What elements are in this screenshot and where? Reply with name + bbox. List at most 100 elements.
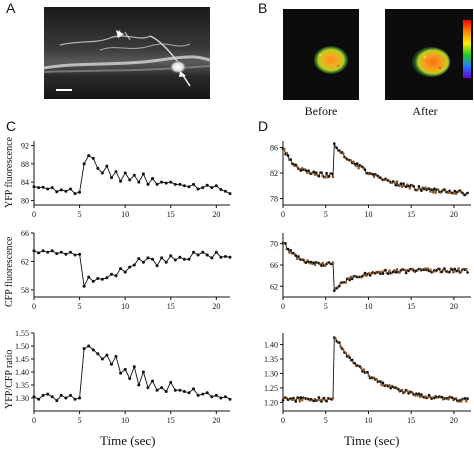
data-point-4-133 xyxy=(452,271,455,274)
data-point-3-40 xyxy=(333,142,336,145)
ylabel-cfp: CFP fluorescence xyxy=(4,236,15,307)
x-tick-label-5-4: 20 xyxy=(450,416,458,425)
data-point-1-29 xyxy=(164,260,168,264)
data-point-4-64 xyxy=(363,271,367,275)
y-tick-label-4-2: 70 xyxy=(270,240,278,249)
data-point-2-9 xyxy=(73,397,77,401)
data-point-5-32 xyxy=(322,396,326,400)
data-point-2-39 xyxy=(210,395,214,399)
data-point-5-45 xyxy=(339,345,343,348)
data-point-1-3 xyxy=(46,250,50,254)
y-tick-label-5-4: 1.40 xyxy=(264,341,278,350)
data-point-3-59 xyxy=(357,166,360,170)
data-point-1-36 xyxy=(196,253,200,257)
data-point-0-18 xyxy=(114,170,118,174)
data-point-1-41 xyxy=(219,255,223,259)
data-point-2-1 xyxy=(37,397,41,401)
data-point-3-102 xyxy=(412,185,416,188)
data-point-2-14 xyxy=(96,352,100,356)
data-point-3-96 xyxy=(404,185,408,189)
data-point-3-20 xyxy=(307,169,310,172)
data-point-1-17 xyxy=(110,272,113,276)
x-tick-label-4-2: 10 xyxy=(364,302,372,311)
data-point-4-33 xyxy=(324,264,327,268)
data-point-5-54 xyxy=(350,358,354,362)
data-point-3-93 xyxy=(400,185,404,188)
data-point-2-33 xyxy=(182,390,186,393)
data-point-2-22 xyxy=(132,365,136,369)
data-point-3-44 xyxy=(338,149,341,152)
data-point-5-13 xyxy=(298,399,302,403)
data-point-0-35 xyxy=(192,182,195,186)
data-point-3-14 xyxy=(299,169,303,172)
data-point-1-4 xyxy=(50,249,54,253)
data-point-3-3 xyxy=(285,151,289,155)
data-point-0-0 xyxy=(32,185,36,189)
data-point-5-12 xyxy=(297,396,300,400)
data-point-0-27 xyxy=(155,182,159,186)
data-point-0-40 xyxy=(214,184,218,188)
data-point-5-84 xyxy=(389,386,393,390)
x-tick-label-4-1: 5 xyxy=(324,302,328,311)
data-point-2-37 xyxy=(201,392,205,396)
data-point-2-19 xyxy=(119,371,123,375)
data-point-5-83 xyxy=(388,384,391,387)
data-point-4-4 xyxy=(286,247,290,251)
data-point-4-143 xyxy=(465,267,468,271)
x-tick-label-0-2: 10 xyxy=(121,210,129,219)
data-point-2-26 xyxy=(151,379,154,383)
data-point-2-36 xyxy=(196,393,200,397)
data-point-2-27 xyxy=(155,388,159,392)
data-point-5-97 xyxy=(406,389,409,393)
data-point-5-51 xyxy=(347,354,350,357)
data-point-5-73 xyxy=(375,377,378,381)
data-point-3-53 xyxy=(349,159,353,162)
data-point-3-33 xyxy=(324,176,327,179)
data-point-4-52 xyxy=(348,278,352,282)
y-tick-label-0-0: 80 xyxy=(21,196,29,205)
series-line-4 xyxy=(282,242,469,293)
data-point-5-90 xyxy=(397,388,400,391)
x-tick-label-5-1: 5 xyxy=(324,416,328,425)
data-point-3-42 xyxy=(335,146,339,150)
data-point-3-89 xyxy=(395,180,399,183)
data-point-1-32 xyxy=(178,255,182,259)
data-point-5-98 xyxy=(407,392,410,395)
data-point-4-54 xyxy=(350,277,354,281)
data-point-2-30 xyxy=(169,380,173,384)
data-point-5-129 xyxy=(447,397,450,401)
data-point-1-8 xyxy=(69,250,72,254)
data-point-4-2 xyxy=(284,242,287,245)
data-point-4-24 xyxy=(312,261,316,265)
data-point-2-0 xyxy=(32,395,36,399)
data-point-1-27 xyxy=(155,264,159,268)
data-point-5-34 xyxy=(325,399,328,403)
y-tick-label-5-1: 1.25 xyxy=(264,384,278,393)
data-point-2-28 xyxy=(160,386,164,390)
data-point-5-14 xyxy=(299,396,303,399)
data-point-0-13 xyxy=(91,156,95,160)
x-tick-label-1-3: 15 xyxy=(167,302,175,311)
data-point-0-14 xyxy=(96,166,100,170)
data-point-3-58 xyxy=(356,162,359,165)
data-point-4-98 xyxy=(407,269,410,273)
data-point-3-118 xyxy=(433,187,436,190)
data-point-4-132 xyxy=(450,268,454,271)
data-point-1-20 xyxy=(123,270,127,274)
panel-label-a: A xyxy=(6,0,16,16)
y-tick-label-4-1: 66 xyxy=(270,261,278,270)
series-line-5 xyxy=(282,336,469,403)
data-point-0-8 xyxy=(69,187,72,191)
data-point-4-96 xyxy=(404,271,408,275)
data-point-4-40 xyxy=(333,289,336,293)
data-point-3-24 xyxy=(312,170,316,173)
data-point-4-12 xyxy=(297,255,300,258)
data-point-3-30 xyxy=(320,171,323,174)
data-point-0-21 xyxy=(128,178,132,182)
data-point-1-13 xyxy=(91,279,95,283)
data-point-4-134 xyxy=(453,267,457,271)
x-tick-label-2-1: 5 xyxy=(78,416,82,425)
data-point-0-29 xyxy=(164,181,168,185)
data-point-1-24 xyxy=(141,260,145,264)
data-point-0-10 xyxy=(78,190,82,194)
